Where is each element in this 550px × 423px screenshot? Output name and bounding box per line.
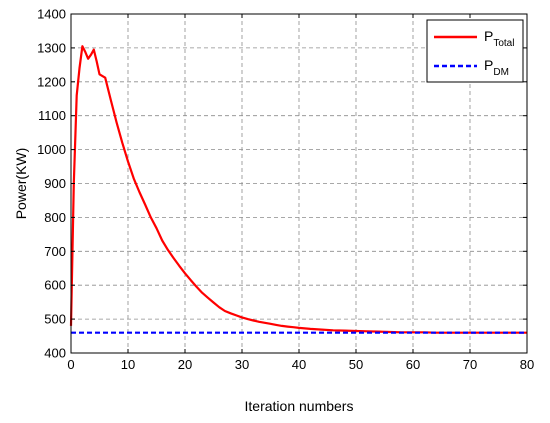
x-tick-label: 60 [406,357,420,372]
y-tick-label: 500 [44,312,66,327]
legend: PTotal PDM [426,19,524,83]
y-tick-label: 1000 [37,142,66,157]
x-tick-label: 50 [349,357,363,372]
y-tick-label: 600 [44,278,66,293]
x-tick-label: 30 [235,357,249,372]
x-tick-label: 70 [463,357,477,372]
x-tick-label: 10 [121,357,135,372]
y-tick-label: 1100 [38,108,66,123]
x-axis-label: Iteration numbers [245,398,354,414]
y-tick-label: 800 [44,210,66,225]
series-layer [69,45,527,334]
y-tick-label: 400 [44,346,66,361]
x-tick-label: 40 [292,357,306,372]
x-tick-label: 20 [178,357,192,372]
y-tick-label: 1400 [37,7,66,22]
y-tick-label: 1300 [37,40,66,55]
y-axis-label: Power(KW) [13,148,29,220]
y-tick-label: 900 [44,176,66,191]
ticks: 0 10 20 30 40 50 60 70 80 400 500 600 700 800 900 1000 1… [37,7,534,373]
x-tick-label: 0 [67,357,74,372]
y-tick-label: 1200 [37,74,66,89]
legend-label-dm: PDM [484,57,509,78]
grid [71,14,527,353]
legend-label-total: PTotal [484,28,514,49]
legend-box [426,19,524,83]
x-tick-label: 80 [520,357,534,372]
y-tick-label: 700 [44,244,66,259]
